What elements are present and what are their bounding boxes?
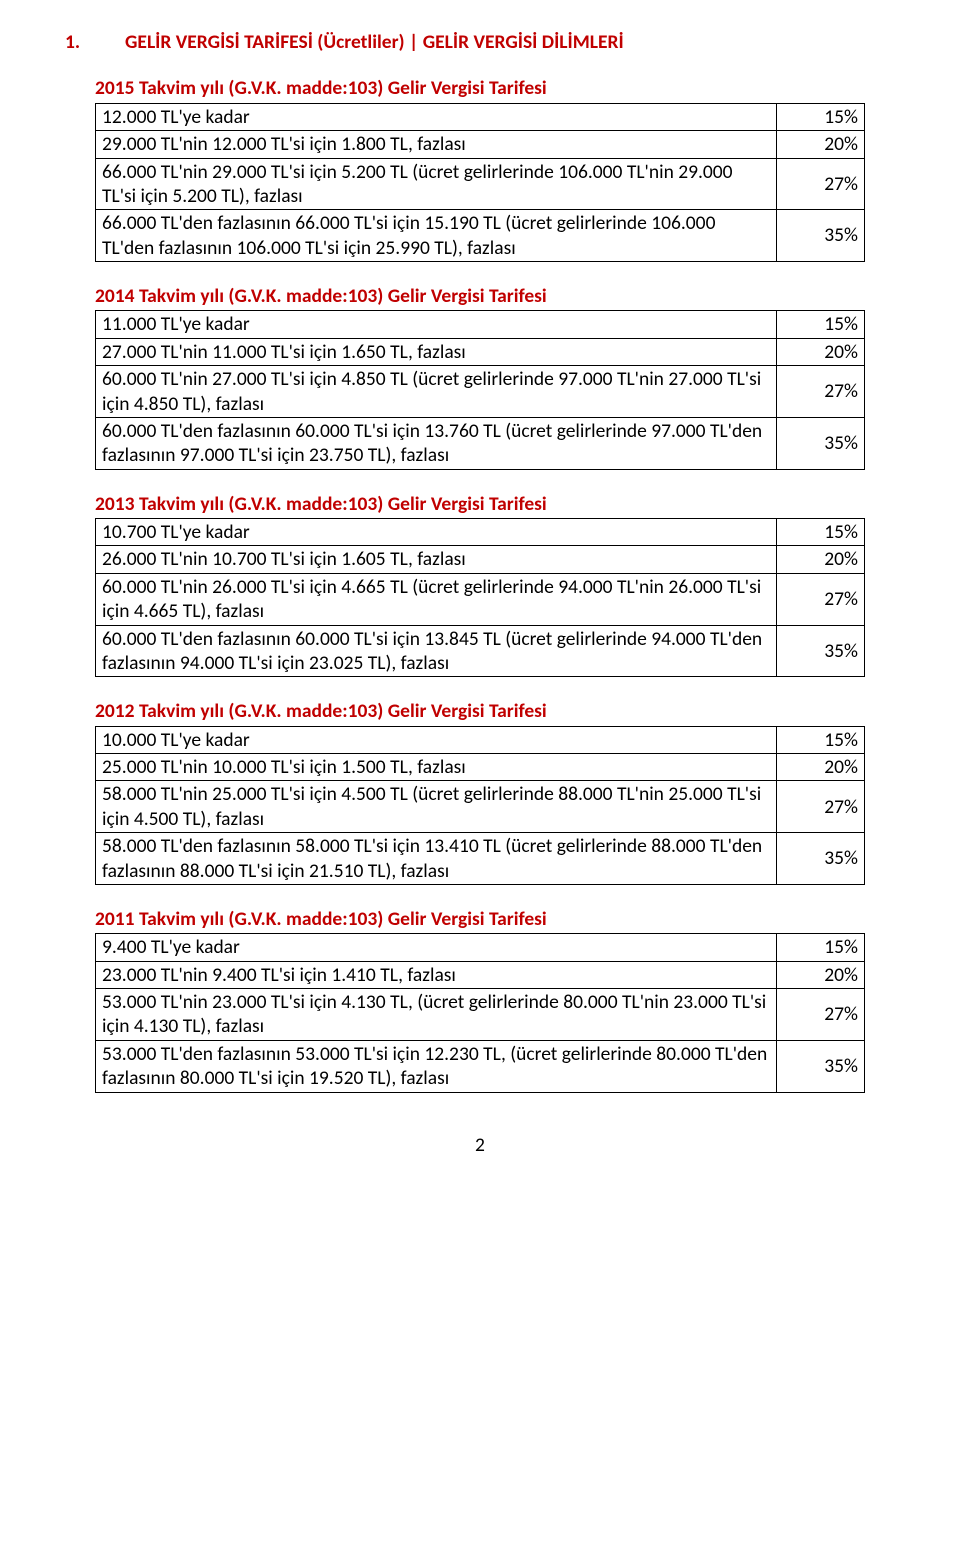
table-row: 66.000 TL'nin 29.000 TL'si için 5.200 TL… xyxy=(96,158,865,210)
table-row: 25.000 TL'nin 10.000 TL'si için 1.500 TL… xyxy=(96,754,865,781)
tariff-section: 2015 Takvim yılı (G.V.K. madde:103) Geli… xyxy=(95,76,865,262)
bracket-rate: 15% xyxy=(777,311,865,338)
section-title: 2013 Takvim yılı (G.V.K. madde:103) Geli… xyxy=(95,492,865,516)
bracket-rate: 20% xyxy=(777,338,865,365)
bracket-rate: 20% xyxy=(777,754,865,781)
table-row: 53.000 TL'den fazlasının 53.000 TL'si iç… xyxy=(96,1040,865,1092)
bracket-rate: 35% xyxy=(777,210,865,262)
tariff-table: 10.000 TL'ye kadar15%25.000 TL'nin 10.00… xyxy=(95,726,865,885)
tariff-section: 2014 Takvim yılı (G.V.K. madde:103) Geli… xyxy=(95,284,865,470)
table-row: 58.000 TL'nin 25.000 TL'si için 4.500 TL… xyxy=(96,781,865,833)
page-main-title: 1.GELİR VERGİSİ TARİFESİ (Ücretliler) | … xyxy=(95,30,865,54)
tariff-table: 12.000 TL'ye kadar15%29.000 TL'nin 12.00… xyxy=(95,103,865,262)
bracket-rate: 20% xyxy=(777,546,865,573)
bracket-description: 60.000 TL'den fazlasının 60.000 TL'si iç… xyxy=(96,417,777,469)
bracket-rate: 35% xyxy=(777,625,865,677)
section-title: 2011 Takvim yılı (G.V.K. madde:103) Geli… xyxy=(95,907,865,931)
bracket-description: 12.000 TL'ye kadar xyxy=(96,103,777,130)
table-row: 66.000 TL'den fazlasının 66.000 TL'si iç… xyxy=(96,210,865,262)
table-row: 53.000 TL'nin 23.000 TL'si için 4.130 TL… xyxy=(96,989,865,1041)
bracket-description: 25.000 TL'nin 10.000 TL'si için 1.500 TL… xyxy=(96,754,777,781)
title-number: 1. xyxy=(95,30,125,54)
title-text: GELİR VERGİSİ TARİFESİ (Ücretliler) | GE… xyxy=(125,30,624,54)
bracket-description: 60.000 TL'den fazlasının 60.000 TL'si iç… xyxy=(96,625,777,677)
bracket-rate: 15% xyxy=(777,934,865,961)
bracket-rate: 15% xyxy=(777,726,865,753)
bracket-description: 26.000 TL'nin 10.700 TL'si için 1.605 TL… xyxy=(96,546,777,573)
bracket-rate: 27% xyxy=(777,573,865,625)
bracket-rate: 35% xyxy=(777,833,865,885)
bracket-rate: 27% xyxy=(777,158,865,210)
bracket-description: 58.000 TL'den fazlasının 58.000 TL'si iç… xyxy=(96,833,777,885)
table-row: 9.400 TL'ye kadar15% xyxy=(96,934,865,961)
bracket-description: 53.000 TL'nin 23.000 TL'si için 4.130 TL… xyxy=(96,989,777,1041)
table-row: 26.000 TL'nin 10.700 TL'si için 1.605 TL… xyxy=(96,546,865,573)
bracket-description: 27.000 TL'nin 11.000 TL'si için 1.650 TL… xyxy=(96,338,777,365)
section-title: 2012 Takvim yılı (G.V.K. madde:103) Geli… xyxy=(95,699,865,723)
bracket-description: 9.400 TL'ye kadar xyxy=(96,934,777,961)
bracket-description: 66.000 TL'den fazlasının 66.000 TL'si iç… xyxy=(96,210,777,262)
bracket-description: 66.000 TL'nin 29.000 TL'si için 5.200 TL… xyxy=(96,158,777,210)
bracket-rate: 27% xyxy=(777,989,865,1041)
table-row: 60.000 TL'nin 27.000 TL'si için 4.850 TL… xyxy=(96,366,865,418)
table-row: 10.700 TL'ye kadar15% xyxy=(96,519,865,546)
bracket-rate: 15% xyxy=(777,103,865,130)
bracket-rate: 20% xyxy=(777,131,865,158)
table-row: 12.000 TL'ye kadar15% xyxy=(96,103,865,130)
table-row: 10.000 TL'ye kadar15% xyxy=(96,726,865,753)
bracket-rate: 20% xyxy=(777,961,865,988)
bracket-description: 10.000 TL'ye kadar xyxy=(96,726,777,753)
tariff-section: 2012 Takvim yılı (G.V.K. madde:103) Geli… xyxy=(95,699,865,885)
bracket-description: 23.000 TL'nin 9.400 TL'si için 1.410 TL,… xyxy=(96,961,777,988)
bracket-rate: 15% xyxy=(777,519,865,546)
bracket-description: 60.000 TL'nin 26.000 TL'si için 4.665 TL… xyxy=(96,573,777,625)
bracket-rate: 35% xyxy=(777,1040,865,1092)
tariff-section: 2011 Takvim yılı (G.V.K. madde:103) Geli… xyxy=(95,907,865,1093)
bracket-description: 60.000 TL'nin 27.000 TL'si için 4.850 TL… xyxy=(96,366,777,418)
section-title: 2014 Takvim yılı (G.V.K. madde:103) Geli… xyxy=(95,284,865,308)
bracket-description: 53.000 TL'den fazlasının 53.000 TL'si iç… xyxy=(96,1040,777,1092)
page-number: 2 xyxy=(95,1133,865,1157)
bracket-description: 29.000 TL'nin 12.000 TL'si için 1.800 TL… xyxy=(96,131,777,158)
bracket-rate: 27% xyxy=(777,366,865,418)
table-row: 11.000 TL'ye kadar15% xyxy=(96,311,865,338)
tariff-section: 2013 Takvim yılı (G.V.K. madde:103) Geli… xyxy=(95,492,865,678)
tariff-table: 11.000 TL'ye kadar15%27.000 TL'nin 11.00… xyxy=(95,310,865,469)
table-row: 60.000 TL'nin 26.000 TL'si için 4.665 TL… xyxy=(96,573,865,625)
bracket-rate: 35% xyxy=(777,417,865,469)
bracket-rate: 27% xyxy=(777,781,865,833)
table-row: 60.000 TL'den fazlasının 60.000 TL'si iç… xyxy=(96,417,865,469)
section-title: 2015 Takvim yılı (G.V.K. madde:103) Geli… xyxy=(95,76,865,100)
table-row: 60.000 TL'den fazlasının 60.000 TL'si iç… xyxy=(96,625,865,677)
bracket-description: 11.000 TL'ye kadar xyxy=(96,311,777,338)
bracket-description: 58.000 TL'nin 25.000 TL'si için 4.500 TL… xyxy=(96,781,777,833)
tariff-table: 10.700 TL'ye kadar15%26.000 TL'nin 10.70… xyxy=(95,518,865,677)
table-row: 58.000 TL'den fazlasının 58.000 TL'si iç… xyxy=(96,833,865,885)
bracket-description: 10.700 TL'ye kadar xyxy=(96,519,777,546)
table-row: 27.000 TL'nin 11.000 TL'si için 1.650 TL… xyxy=(96,338,865,365)
tariff-table: 9.400 TL'ye kadar15%23.000 TL'nin 9.400 … xyxy=(95,933,865,1092)
table-row: 23.000 TL'nin 9.400 TL'si için 1.410 TL,… xyxy=(96,961,865,988)
table-row: 29.000 TL'nin 12.000 TL'si için 1.800 TL… xyxy=(96,131,865,158)
